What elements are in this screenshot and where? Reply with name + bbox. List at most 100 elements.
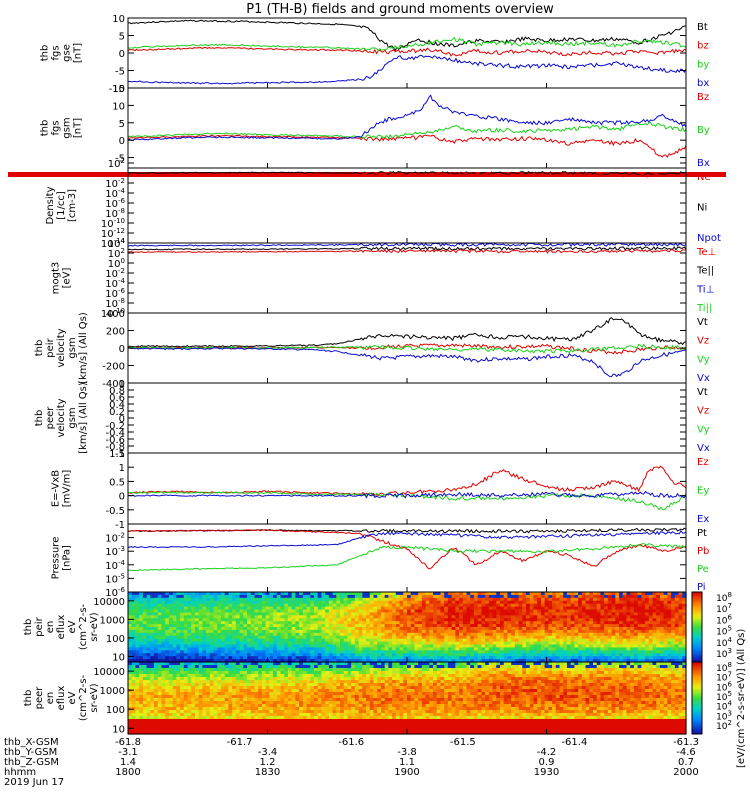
spectrogram-cell [276, 641, 282, 646]
spectrogram-cell [314, 635, 319, 640]
spectrogram-cell [276, 603, 282, 608]
spectrogram-cell [261, 680, 267, 684]
spectrogram-cell [261, 638, 267, 643]
spectrogram-cell [165, 629, 170, 634]
spectrogram-cell [280, 618, 285, 622]
spectrogram-cell [671, 653, 676, 657]
spectrogram-cell [261, 603, 267, 608]
spectrogram-cell [176, 624, 181, 628]
spectrogram-cell [407, 612, 412, 616]
spectrogram-cell [500, 618, 505, 622]
spectrogram-cell [135, 615, 140, 619]
spectrogram-cell [418, 621, 423, 625]
spectrogram-cell [150, 698, 155, 702]
spectrogram-cell [615, 632, 620, 637]
spectrogram-cell [570, 629, 575, 634]
spectrogram-cell [265, 704, 270, 708]
spectrogram-cell [425, 618, 430, 622]
spectrogram-cell [622, 624, 628, 628]
spectrogram-cell [142, 592, 148, 596]
spectrogram-cell [146, 671, 151, 675]
spectrogram-cell [291, 659, 296, 663]
spectrogram-cell [485, 597, 490, 602]
spectrogram-cell [630, 644, 635, 649]
spectrogram-cell [235, 728, 241, 732]
spectrogram-cell [641, 647, 646, 651]
y-axis-label-line: thb [23, 619, 34, 636]
tick-exponent: -3 [118, 545, 125, 553]
spectrogram-cell [228, 647, 233, 651]
spectrogram-cell [269, 698, 274, 702]
spectrogram-cell [615, 600, 620, 605]
spectrogram-cell [440, 615, 445, 619]
spectrogram-cell [466, 641, 471, 646]
spectrogram-cell [648, 659, 654, 663]
spectrogram-cell [529, 615, 535, 619]
spectrogram-cell [209, 650, 215, 654]
spectrogram-cell [128, 609, 133, 614]
spectrogram-cell [440, 653, 445, 657]
spectrogram-cell [284, 627, 289, 631]
spectrogram-cell [172, 659, 177, 663]
spectrogram-cell [656, 641, 661, 646]
spectrogram-cell [462, 592, 468, 596]
spectrogram-cell [235, 597, 241, 602]
spectrogram-cell [321, 650, 326, 654]
spectrogram-cell [343, 653, 349, 657]
spectrogram-cell [503, 594, 509, 599]
spectrogram-cell [168, 713, 174, 717]
spectrogram-cell [622, 629, 628, 634]
spectrogram-cell [221, 627, 226, 631]
spectrogram-cell [224, 618, 230, 622]
spectrogram-cell [239, 656, 244, 660]
spectrogram-cell [191, 600, 196, 605]
spectrogram-cell [354, 624, 360, 628]
spectrogram-cell [191, 641, 196, 646]
spectrogram-cell [578, 638, 583, 643]
legend-entry: Npot [697, 233, 721, 244]
spectrogram-cell [366, 594, 371, 599]
spectrogram-cell [202, 638, 207, 643]
spectrogram-cell [611, 609, 616, 614]
spectrogram-cell [503, 600, 509, 605]
spectrogram-cell [202, 592, 207, 596]
spectrogram-cell [154, 612, 159, 616]
spectrogram-cell [659, 653, 665, 657]
spectrogram-cell [518, 594, 523, 599]
spectrogram-cell [235, 686, 241, 690]
spectrogram-cell [228, 632, 233, 637]
spectrogram-cell [261, 662, 267, 666]
spectrogram-cell [217, 704, 222, 708]
colorbar-swatch [692, 628, 702, 631]
spectrogram-cell [492, 603, 497, 608]
tick-exponent: -14 [114, 237, 126, 245]
spectrogram-cell [648, 650, 654, 654]
spectrogram-cell [488, 592, 494, 596]
spectrogram-cell [232, 710, 237, 714]
spectrogram-cell [392, 600, 397, 605]
spectrogram-cell [511, 603, 516, 608]
spectrogram-cell [473, 632, 479, 637]
spectrogram-cell [574, 635, 579, 640]
spectrogram-cell [250, 683, 256, 687]
panel-peir-en-eflux: 10810710610510410310000100010010thbpeire… [23, 591, 733, 663]
spectrogram-cell [247, 624, 252, 628]
spectrogram-cell [154, 665, 159, 669]
spectrogram-cell [131, 686, 137, 690]
spectrogram-cell [433, 647, 438, 651]
spectrogram-cell [209, 632, 215, 637]
spectrogram-cell [488, 632, 494, 637]
spectrogram-cell [228, 653, 233, 657]
spectrogram-cell [135, 722, 140, 726]
spectrogram-cell [354, 600, 360, 605]
spectrogram-cell [470, 594, 475, 599]
spectrogram-cell [470, 644, 475, 649]
y-tick-label: 200 [106, 327, 125, 338]
spectrogram-cell [146, 650, 151, 654]
spectrogram-cell [172, 597, 177, 602]
spectrogram-cell [526, 629, 531, 634]
spectrogram-cell [142, 698, 148, 702]
spectrogram-cell [250, 635, 256, 640]
spectrogram-cell [265, 592, 270, 596]
colorbar-swatch [692, 613, 702, 616]
